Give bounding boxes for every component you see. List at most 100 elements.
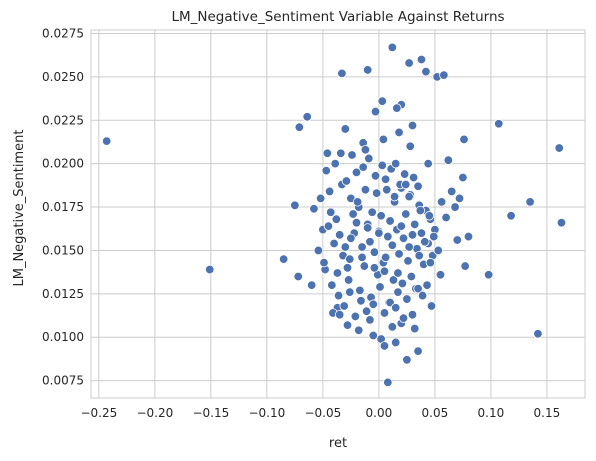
scatter-point	[393, 268, 403, 278]
scatter-point	[309, 204, 319, 214]
data-points	[101, 42, 567, 388]
x-tick-label: 0.10	[478, 406, 505, 420]
x-tick-label: 0.15	[534, 406, 561, 420]
scatter-point	[371, 188, 382, 198]
scatter-point	[385, 216, 395, 226]
scatter-point	[401, 179, 411, 190]
scatter-point	[375, 282, 385, 292]
x-tick-labels: −0.25 −0.20 −0.15 −0.10 −0.05 0.00 0.05 0.10 0.1…	[80, 406, 560, 420]
scatter-point	[342, 320, 353, 330]
scatter-point	[379, 266, 390, 276]
scatter-point	[368, 299, 378, 309]
scatter-point	[403, 256, 413, 266]
scatter-point	[494, 119, 504, 129]
scatter-point	[396, 221, 406, 231]
scatter-point	[374, 228, 384, 238]
y-axis-title: LM_Negative_Sentiment	[12, 130, 27, 287]
scatter-point	[506, 211, 516, 221]
scatter-point	[433, 245, 443, 256]
scatter-point	[404, 191, 414, 202]
scatter-point	[410, 323, 420, 334]
scatter-point	[421, 66, 431, 77]
scatter-point	[323, 221, 334, 231]
scatter-point	[416, 228, 427, 238]
scatter-point	[435, 270, 446, 280]
scatter-point	[390, 303, 401, 313]
scatter-point	[362, 223, 373, 233]
scatter-point	[436, 197, 447, 207]
scatter-point	[367, 207, 377, 217]
scatter-point	[392, 103, 402, 113]
scatter-point	[443, 155, 454, 165]
y-tick-label: 0.0075	[42, 374, 84, 388]
scatter-point	[383, 377, 393, 388]
scatter-point	[306, 280, 317, 290]
scatter-point	[379, 308, 390, 318]
scatter-point	[290, 200, 300, 211]
scatter-point	[425, 257, 436, 268]
scatter-point	[332, 268, 343, 278]
scatter-point	[365, 315, 375, 325]
scatter-point	[379, 341, 390, 351]
scatter-point	[525, 197, 535, 207]
scatter-point	[324, 186, 335, 197]
scatter-point	[369, 247, 380, 257]
scatter-point	[389, 191, 400, 202]
scatter-point	[429, 231, 439, 242]
scatter-point	[346, 233, 356, 244]
x-tick-label: 0.05	[422, 406, 449, 420]
x-tick-label: 0.00	[366, 406, 393, 420]
scatter-point	[387, 322, 398, 332]
scatter-point	[351, 217, 362, 228]
scatter-point	[398, 233, 409, 244]
scatter-point	[322, 148, 333, 158]
scatter-point	[329, 238, 339, 249]
scatter-point	[350, 311, 361, 322]
scatter-point	[454, 193, 465, 204]
x-tick-label: −0.10	[248, 406, 285, 420]
chart-title: LM_Negative_Sentiment Variable Against R…	[171, 9, 504, 25]
scatter-point	[205, 264, 215, 275]
scatter-point	[458, 172, 468, 183]
scatter-point	[357, 242, 367, 252]
scatter-point	[302, 112, 312, 122]
x-tick-label: −0.15	[192, 406, 229, 420]
scatter-point	[439, 70, 449, 80]
scatter-point	[334, 230, 345, 240]
scatter-point	[293, 271, 303, 282]
scatter-point	[380, 174, 391, 184]
scatter-point	[426, 301, 437, 311]
scatter-point	[394, 249, 404, 259]
scatter-point	[313, 245, 324, 256]
scatter-point	[378, 134, 389, 145]
scatter-point	[357, 252, 367, 263]
scatter-point	[402, 294, 412, 304]
scatter-point	[340, 242, 350, 252]
scatter-point	[330, 158, 340, 169]
scatter-point	[345, 287, 355, 297]
scatter-point	[360, 184, 371, 195]
y-tick-label: 0.0125	[42, 287, 84, 301]
scatter-point	[399, 169, 410, 179]
scatter-point	[460, 261, 470, 271]
scatter-point	[352, 197, 363, 207]
scatter-point	[339, 301, 349, 311]
scatter-point	[319, 257, 329, 268]
y-tick-label: 0.0150	[42, 243, 84, 257]
scatter-point	[387, 240, 398, 250]
scatter-point	[402, 355, 412, 365]
scatter-point	[556, 217, 567, 228]
scatter-point	[404, 58, 414, 68]
scatter-point	[387, 42, 398, 53]
scatter-point	[336, 148, 346, 158]
scatter-point	[463, 231, 474, 242]
scatter-point	[278, 254, 289, 264]
scatter-point	[393, 287, 403, 297]
x-tick-label: −0.25	[80, 406, 117, 420]
scatter-point	[340, 124, 350, 134]
scatter-point	[407, 230, 418, 240]
scatter-point	[415, 205, 426, 216]
y-tick-label: 0.0100	[42, 330, 84, 344]
scatter-point	[333, 290, 344, 301]
